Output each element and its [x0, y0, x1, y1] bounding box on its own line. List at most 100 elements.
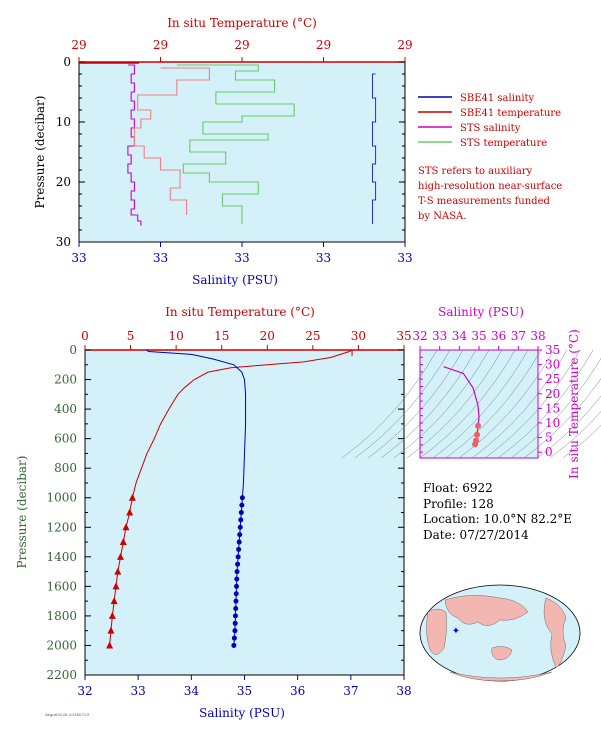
- legend-label: SBE41 temperature: [460, 108, 561, 119]
- near-surface-bottom-ticks: 33 33 33 33 33: [71, 242, 413, 265]
- ts-top-tick-label: 37: [511, 329, 526, 343]
- near-surface-series: [79, 62, 377, 226]
- near-surface-top-ticks: 29 29 29 29 29: [71, 38, 413, 62]
- bottom-tick-label: 34: [184, 684, 200, 698]
- temperature-marker: [112, 582, 120, 590]
- float-location-marker: ✦: [452, 626, 460, 637]
- salinity-marker: [236, 539, 242, 545]
- ts-top-ticks: 32 33 34 35 36 37 38: [412, 329, 546, 350]
- density-contour: [497, 349, 594, 459]
- top-tick-label: 35: [396, 329, 411, 343]
- salinity-marker: [233, 591, 239, 597]
- ts-top-tick-label: 32: [412, 329, 427, 343]
- salinity-marker: [231, 635, 237, 641]
- bottom-tick-label: 35: [237, 684, 252, 698]
- density-contour: [445, 349, 542, 459]
- temperature-marker: [110, 597, 118, 605]
- temperature-marker: [128, 493, 136, 501]
- salinity-marker: [232, 613, 238, 619]
- full-profile-top-ticks: 0 5 10 15 20 25 30 35: [81, 329, 412, 350]
- legend-label: STS temperature: [460, 138, 547, 149]
- density-contour: [523, 378, 601, 459]
- density-contour: [354, 349, 451, 459]
- density-contour: [562, 425, 601, 459]
- ts-right-axis-label: In situ Temperature (°C): [567, 329, 581, 479]
- bottom-tick-label: 33: [71, 251, 86, 265]
- salinity-marker: [232, 628, 238, 634]
- density-contour: [458, 349, 555, 459]
- y-tick-label: 1600: [46, 579, 77, 593]
- full-profile-top-axis-label: In situ Temperature (°C): [165, 305, 315, 319]
- top-tick-label: 20: [260, 329, 275, 343]
- salinity-marker: [234, 576, 240, 582]
- salinity-marker: [233, 598, 239, 604]
- ts-right-tick-label: 30: [545, 358, 560, 372]
- y-tick-label: 0: [69, 343, 77, 357]
- y-tick-label: 1800: [46, 609, 77, 623]
- density-contour: [510, 358, 601, 459]
- series-sts-salinity: [127, 64, 142, 226]
- density-contour: [549, 411, 601, 459]
- top-tick-label: 29: [397, 38, 412, 52]
- y-tick-label: 2000: [46, 638, 77, 652]
- top-tick-label: 29: [316, 38, 331, 52]
- salinity-marker: [237, 532, 243, 538]
- full-profile-bottom-ticks: 32 33 34 35 36 37 38: [77, 675, 412, 698]
- salinity-marker: [236, 546, 242, 552]
- world-map: ✦: [419, 584, 581, 682]
- salinity-marker: [239, 495, 245, 501]
- bottom-tick-label: 33: [397, 251, 412, 265]
- salinity-marker: [238, 510, 244, 515]
- top-tick-label: 29: [153, 38, 168, 52]
- near-surface-x-label: Salinity (PSU): [192, 273, 278, 287]
- top-tick-label: 29: [71, 38, 86, 52]
- bottom-tick-label: 33: [131, 684, 146, 698]
- y-tick-label: 1200: [46, 520, 77, 534]
- salinity-marker: [235, 554, 241, 560]
- ts-right-tick-label: 5: [545, 431, 553, 445]
- density-contour: [432, 349, 529, 459]
- top-tick-label: 5: [127, 329, 135, 343]
- salinity-marker: [238, 517, 244, 523]
- y-tick-label: 0: [63, 55, 71, 69]
- ts-deep-marker: [474, 431, 481, 438]
- ts-right-tick-label: 35: [545, 343, 560, 357]
- ts-right-tick-label: 0: [545, 445, 553, 459]
- location: Location: 10.0°N 82.2°E: [423, 512, 573, 526]
- full-profile-y-label: Pressure (decibar): [15, 456, 29, 569]
- legend-note-line-4: by NASA.: [418, 211, 466, 222]
- near-surface-top-axis-label: In situ Temperature (°C): [167, 16, 317, 30]
- full-profile-series: [106, 349, 353, 649]
- profile-number: Profile: 128: [423, 496, 494, 511]
- temperature-marker: [114, 567, 122, 575]
- map-antarctica: [449, 671, 553, 682]
- top-tick-label: 0: [81, 329, 89, 343]
- density-contour: [471, 349, 568, 459]
- density-contour: [393, 349, 490, 459]
- top-tick-label: 10: [169, 329, 184, 343]
- ts-right-tick-label: 10: [545, 416, 560, 430]
- salinity-marker: [234, 583, 240, 589]
- salinity-marker: [233, 606, 239, 612]
- full-profile-panel: In situ Temperature (°C) 0 5 10 15 20 25 30 35 …: [15, 305, 412, 720]
- density-contour: [484, 349, 581, 459]
- ts-top-tick-label: 36: [491, 329, 506, 343]
- y-tick-label: 600: [54, 432, 77, 446]
- map-americas: [543, 597, 567, 669]
- temperature-marker: [108, 611, 116, 619]
- bottom-tick-label: 33: [153, 251, 168, 265]
- ts-deep-marker: [475, 422, 482, 429]
- salinity-marker: [239, 502, 245, 508]
- salinity-marker: [237, 524, 243, 530]
- y-tick-label: 200: [54, 373, 77, 387]
- salinity-marker: [232, 620, 238, 626]
- top-tick-label: 29: [234, 38, 249, 52]
- series-sbe41-temperature: [133, 67, 210, 215]
- float-id: Float: 6922: [423, 481, 493, 495]
- ts-right-tick-label: 25: [545, 372, 560, 386]
- ts-right-tick-label: 15: [545, 401, 560, 415]
- density-contour: [536, 395, 601, 459]
- legend-note-line-2: high-resolution near-surface: [418, 181, 562, 192]
- temperature-marker: [107, 626, 115, 634]
